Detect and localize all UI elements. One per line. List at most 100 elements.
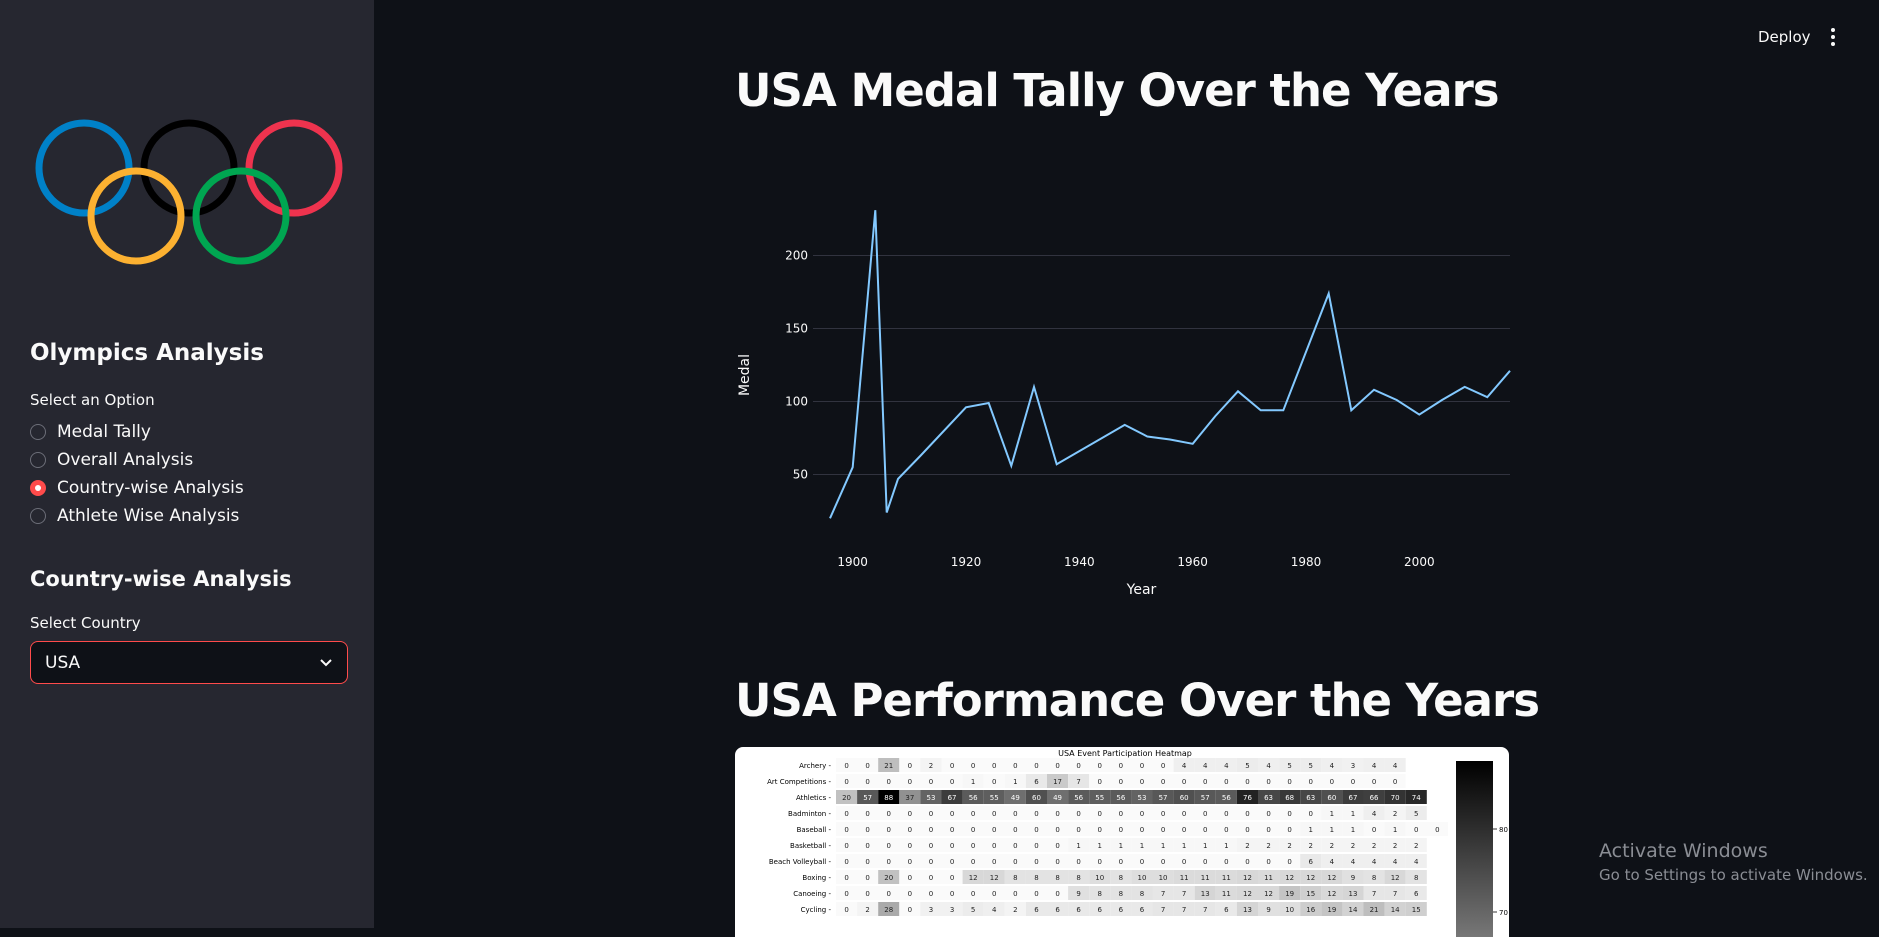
heatmap-cell-value: 1	[1013, 778, 1017, 786]
heatmap-cell-value: 0	[1203, 810, 1207, 818]
heatmap-cell-value: 21	[884, 762, 893, 770]
heatmap-cell-value: 37	[905, 794, 914, 802]
heatmap-cell-value: 0	[1330, 778, 1334, 786]
heatmap-cell-value: 0	[1055, 762, 1059, 770]
heatmap-cell-value: 0	[1076, 762, 1080, 770]
heatmap-cell-value: 14	[1348, 906, 1357, 914]
heatmap-cell-value: 4	[1372, 858, 1377, 866]
heatmap-cell-value: 0	[908, 842, 912, 850]
heatmap-cell-value: 0	[1224, 858, 1228, 866]
radio-option-overall-analysis[interactable]: Overall Analysis	[30, 450, 193, 470]
heatmap-cell-value: 0	[1013, 890, 1017, 898]
heatmap-cell-value: 76	[1243, 794, 1252, 802]
heatmap-cell-value: 2	[1309, 842, 1313, 850]
heatmap-cell-value: 8	[1076, 874, 1080, 882]
heatmap-cell-value: 55	[990, 794, 999, 802]
heatmap-cell-value: 0	[950, 874, 954, 882]
heatmap-cell-value: 53	[1137, 794, 1146, 802]
heatmap-cell-value: 8	[1119, 874, 1123, 882]
heatmap-cell-value: 7	[1372, 890, 1376, 898]
x-tick-label: 2000	[1404, 555, 1435, 569]
radio-option-country-wise-analysis[interactable]: Country-wise Analysis	[30, 478, 244, 498]
heatmap-cell-value: 0	[887, 810, 891, 818]
heatmap-cell-value: 8	[1013, 874, 1017, 882]
heatmap-cell-value: 0	[1309, 778, 1313, 786]
heatmap-cell-value: 0	[971, 890, 975, 898]
heatmap-cell-value: 7	[1393, 890, 1397, 898]
heatmap-cell-value: 0	[1034, 842, 1038, 850]
heatmap-cell-value: 0	[844, 826, 848, 834]
heatmap-cell-value: 2	[1266, 842, 1270, 850]
heatmap-cell-value: 6	[1034, 778, 1039, 786]
heatmap-cell-value: 16	[1306, 906, 1315, 914]
radio-option-label: Overall Analysis	[57, 450, 193, 470]
heatmap-cell-value: 0	[1287, 810, 1291, 818]
heatmap-cell-value: 0	[929, 890, 933, 898]
heatmap-cell-value: 67	[948, 794, 957, 802]
heatmap-colorbar	[1456, 761, 1493, 937]
heatmap-cell-value: 0	[908, 778, 912, 786]
heatmap-cell-value: 3	[1351, 762, 1355, 770]
heatmap-cell-value: 0	[992, 810, 996, 818]
heatmap-cell-value: 0	[1055, 826, 1059, 834]
sidebar: Olympics Analysis Select an Option Medal…	[0, 0, 374, 928]
heatmap-cell-value: 14	[1391, 906, 1400, 914]
radio-option-medal-tally[interactable]: Medal Tally	[30, 422, 151, 442]
heatmap-cell-value: 0	[929, 842, 933, 850]
heatmap-cell-value: 0	[1266, 826, 1270, 834]
heatmap-cell-value: 1	[1330, 826, 1334, 834]
heatmap-cell-value: 0	[971, 858, 975, 866]
heatmap-cell-value: 0	[1034, 858, 1038, 866]
ring-red	[249, 123, 339, 213]
deploy-button[interactable]: Deploy	[1758, 28, 1811, 46]
select-country-label: Select Country	[30, 614, 141, 632]
heatmap-cell-value: 4	[1224, 762, 1229, 770]
heatmap-cell-value: 0	[971, 810, 975, 818]
heatmap-cell-value: 0	[908, 858, 912, 866]
heatmap-cell-value: 0	[908, 890, 912, 898]
heatmap-cell-value: 0	[844, 874, 848, 882]
radio-option-athlete-wise-analysis[interactable]: Athlete Wise Analysis	[30, 506, 239, 526]
activate-windows-subtitle: Go to Settings to activate Windows.	[1599, 866, 1868, 884]
heatmap-cell-value: 5	[1287, 762, 1291, 770]
heatmap-cell-value: 5	[1414, 810, 1418, 818]
heatmap-row-label: Archery -	[799, 762, 831, 770]
heatmap-cell-value: 0	[887, 826, 891, 834]
heatmap-cell-value: 1	[1351, 826, 1355, 834]
heatmap-cell-value: 88	[884, 794, 893, 802]
heatmap-cell-value: 56	[1074, 794, 1083, 802]
y-tick-label: 50	[793, 468, 808, 482]
x-tick-label: 1900	[837, 555, 868, 569]
heatmap-cell-value: 0	[950, 890, 954, 898]
heatmap-cell-value: 0	[1435, 826, 1439, 834]
heatmap-cell-value: 0	[1245, 778, 1249, 786]
heatmap-cell-value: 15	[1412, 906, 1421, 914]
heatmap-cell-value: 6	[1076, 906, 1081, 914]
heatmap-cell-value: 2	[929, 762, 933, 770]
country-select-value: USA	[45, 653, 80, 673]
heatmap-cell-value: 11	[1222, 874, 1231, 882]
heatmap-cell-value: 0	[844, 858, 848, 866]
heatmap-cell-value: 0	[971, 826, 975, 834]
heatmap-cell-value: 4	[1372, 810, 1377, 818]
sidebar-title: Olympics Analysis	[30, 340, 264, 366]
heatmap-cell-value: 0	[1393, 778, 1397, 786]
heatmap-cell-value: 0	[1287, 778, 1291, 786]
heatmap-cell-value: 9	[1351, 874, 1355, 882]
heatmap-cell-value: 10	[1095, 874, 1104, 882]
country-select[interactable]: USA	[30, 641, 348, 684]
x-tick-label: 1980	[1291, 555, 1322, 569]
kebab-menu-icon[interactable]	[1827, 26, 1839, 48]
heatmap-cell-value: 0	[950, 810, 954, 818]
radio-option-label: Country-wise Analysis	[57, 478, 244, 498]
heatmap-cell-value: 11	[1264, 874, 1273, 882]
heatmap-cell-value: 21	[1370, 906, 1379, 914]
heatmap-cell-value: 0	[1224, 810, 1228, 818]
y-tick-label: 200	[785, 248, 808, 262]
heatmap-cell-value: 0	[1161, 778, 1165, 786]
y-tick-label: 100	[785, 395, 808, 409]
heatmap-cell-value: 0	[950, 858, 954, 866]
medal-tally-title: USA Medal Tally Over the Years	[735, 64, 1499, 117]
